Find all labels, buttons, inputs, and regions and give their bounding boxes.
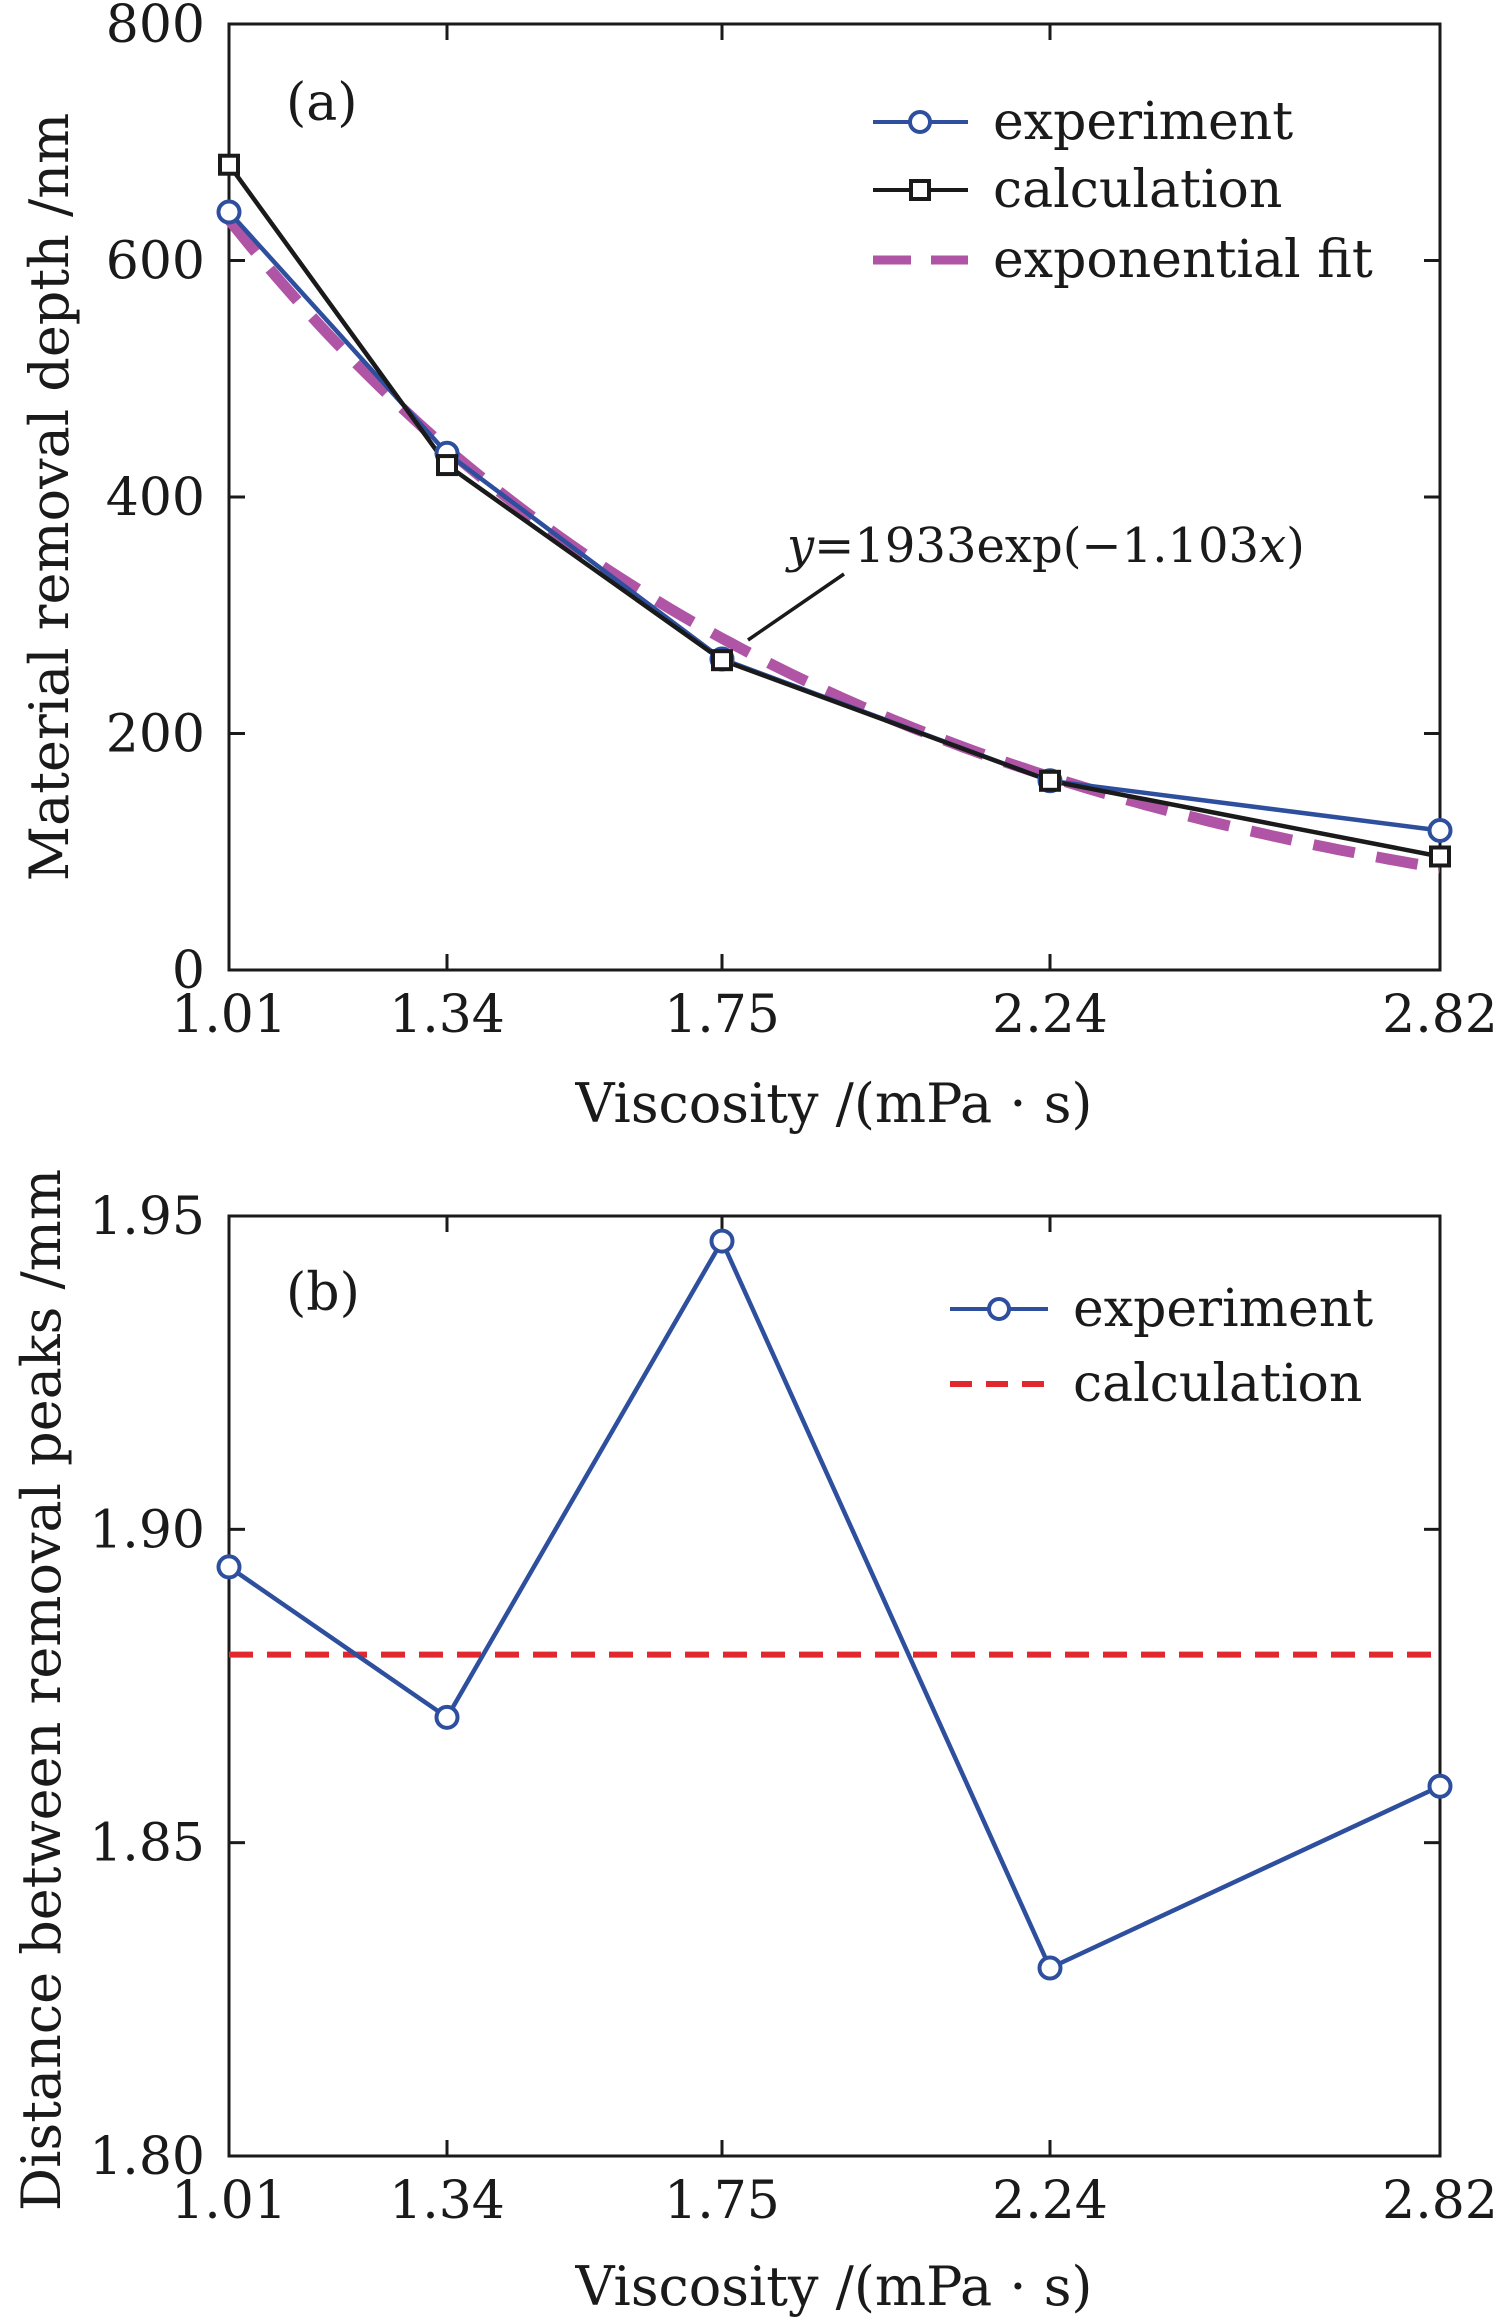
tick-labels-b: 1.01 1.34 1.75 2.24 2.82 1.80 1.85 1.90 1.95 — [89, 1187, 1498, 2231]
legend-marker-square-icon — [909, 179, 931, 201]
data-point-experiment — [434, 1704, 460, 1730]
x-tick-label: 2.82 — [1382, 985, 1498, 1045]
data-point-calculation — [218, 153, 240, 176]
data-point-calculation — [1429, 845, 1451, 868]
data-point-calculation — [1039, 769, 1061, 792]
data-point-experiment — [709, 1228, 735, 1254]
ticks-a — [227, 22, 1442, 972]
x-tick-label: 1.34 — [389, 2171, 505, 2231]
y-tick-label: 1.95 — [89, 1187, 205, 1247]
data-point-experiment — [216, 1554, 242, 1580]
data-point-experiment — [1427, 817, 1453, 843]
y-tick-label: 600 — [106, 232, 205, 292]
legend-label-calculation-b: calculation — [1073, 1354, 1362, 1414]
tick-labels-a: 1.01 1.34 1.75 2.24 2.82 0 200 400 600 800 — [106, 0, 1498, 1045]
y-tick-label: 1.85 — [89, 1814, 205, 1874]
legend-item-experiment-b: experiment — [950, 1279, 1373, 1339]
x-tick-label: 1.01 — [171, 985, 287, 1045]
y-axis-title-a: Material removal depth /nm — [18, 113, 81, 881]
legend-item-calculation-b: calculation — [950, 1354, 1362, 1414]
panel-label-a: (a) — [286, 73, 358, 133]
y-tick-label: 0 — [172, 941, 205, 1001]
legend-label-experiment-b: experiment — [1073, 1279, 1373, 1339]
legend-b: experiment calculation — [950, 1279, 1373, 1414]
panel-label-b: (b) — [286, 1263, 360, 1323]
x-tick-label: 1.75 — [664, 985, 780, 1045]
plot-frame-b — [227, 1214, 1442, 2158]
x-axis-title-b: Viscosity /(mPa · s) — [575, 2255, 1093, 2318]
data-point-experiment — [216, 199, 242, 225]
legend-label-fit-a: exponential fit — [993, 230, 1373, 290]
legend-marker-circle-icon — [908, 110, 932, 134]
legend-item-experiment-a: experiment — [873, 92, 1293, 152]
legend-a: experiment calculation exponential fit — [873, 92, 1373, 290]
legend-item-fit-a: exponential fit — [873, 230, 1373, 290]
x-tick-label: 1.75 — [664, 2171, 780, 2231]
legend-label-calculation-a: calculation — [993, 160, 1282, 220]
chart-panel-a: 1.01 1.34 1.75 2.24 2.82 0 200 400 600 800 (a) Vi… — [18, 0, 1498, 1135]
x-tick-label: 2.82 — [1382, 2171, 1498, 2231]
y-axis-title-b: Distance between removal peaks /mm — [10, 1169, 73, 2211]
annot-mid: =1933exp(−1.103 — [814, 518, 1259, 574]
x-tick-label: 2.24 — [992, 2171, 1108, 2231]
y-tick-label: 1.80 — [89, 2127, 205, 2187]
series-line-experiment — [227, 1238, 1441, 1971]
data-point-experiment — [1037, 1955, 1063, 1981]
legend-label-experiment-a: experiment — [993, 92, 1293, 152]
y-tick-label: 1.90 — [89, 1500, 205, 1560]
annot-x: x — [1259, 518, 1286, 574]
data-point-experiment — [1427, 1773, 1453, 1799]
data-point-calculation — [711, 649, 733, 672]
x-tick-label: 1.34 — [389, 985, 505, 1045]
x-tick-label: 1.01 — [171, 2171, 287, 2231]
y-tick-label: 400 — [106, 468, 205, 528]
x-tick-label: 2.24 — [992, 985, 1108, 1045]
ticks-b — [227, 1214, 1442, 2158]
annotation-arrow-a — [747, 572, 845, 642]
markers-layer-b — [216, 1228, 1453, 1981]
data-point-calculation — [436, 454, 458, 477]
series-layer-b — [227, 1238, 1441, 1971]
legend-marker-circle-icon — [987, 1297, 1011, 1321]
y-tick-label: 200 — [106, 705, 205, 765]
x-axis-title-a: Viscosity /(mPa · s) — [575, 1072, 1093, 1135]
markers-layer-a — [216, 153, 1453, 868]
legend-item-calculation-a: calculation — [873, 160, 1282, 220]
fit-equation-annotation: y=1933exp(−1.103x) — [785, 518, 1305, 574]
chart-panel-b: 1.01 1.34 1.75 2.24 2.82 1.80 1.85 1.90 1.95 (b)… — [10, 1169, 1498, 2318]
annot-end: ) — [1286, 518, 1305, 574]
annot-y: y — [785, 518, 815, 574]
y-tick-label: 800 — [106, 0, 205, 55]
